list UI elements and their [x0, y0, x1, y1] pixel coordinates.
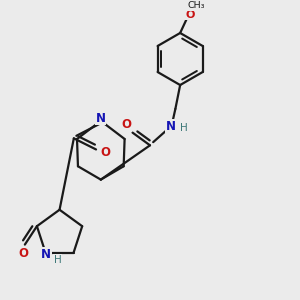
Text: N: N: [166, 120, 176, 133]
Text: H: H: [180, 123, 188, 133]
Text: O: O: [100, 146, 110, 159]
Text: N: N: [41, 248, 51, 261]
Text: H: H: [54, 255, 61, 265]
Text: O: O: [18, 247, 28, 260]
Text: O: O: [122, 118, 132, 131]
Text: N: N: [96, 112, 106, 125]
Text: O: O: [186, 10, 195, 20]
Text: CH₃: CH₃: [187, 1, 205, 10]
